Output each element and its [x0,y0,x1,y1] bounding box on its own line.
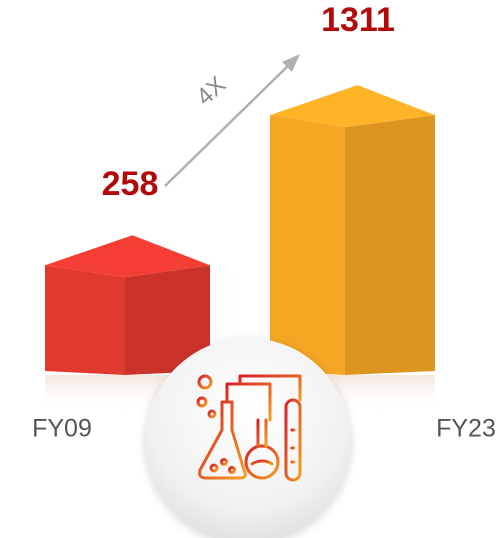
bars [45,85,435,415]
value-label: 1311 [321,1,395,39]
arrow-head [282,54,300,72]
growth-arrow [164,61,293,187]
bar-top [45,235,210,278]
icon-disc [146,338,350,538]
bar [45,265,125,375]
category-label: FY09 [32,415,92,443]
bar-top [270,85,435,128]
category-label: FY23 [436,415,496,443]
lab-icon [196,374,306,482]
annotation: 4X [191,71,231,111]
value-label: 258 [102,165,159,203]
bar [270,115,345,376]
bar-side [125,265,210,375]
bar-side [345,115,435,376]
